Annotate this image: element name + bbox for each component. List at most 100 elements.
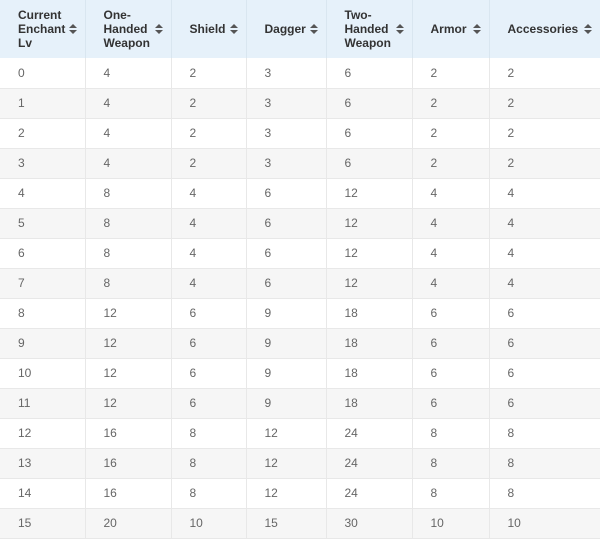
table-cell: 12 (85, 298, 172, 329)
table-cell: 6 (326, 58, 413, 89)
table-cell: 20 (85, 508, 172, 539)
table-cell: 10 (171, 508, 247, 539)
table-cell: 1 (0, 88, 86, 119)
column-header[interactable]: Two-Handed Weapon (326, 0, 413, 58)
sort-arrow (472, 24, 481, 28)
table-cell: 4 (412, 238, 490, 269)
table-cell: 6 (489, 358, 600, 389)
table-cell: 4 (412, 268, 490, 299)
table-cell: 9 (246, 358, 327, 389)
table-cell: 8 (85, 238, 172, 269)
sort-icon (472, 24, 481, 34)
table-cell: 6 (246, 208, 327, 239)
table-cell: 6 (412, 358, 490, 389)
table-cell: 8 (412, 478, 490, 509)
table-cell: 6 (171, 358, 247, 389)
column-header[interactable]: Current Enchant Lv (0, 0, 86, 58)
table-cell: 14 (0, 478, 86, 509)
sort-arrow (583, 30, 592, 34)
table-cell: 6 (0, 238, 86, 269)
table-row: 13 16 8 12 24 8 8 (0, 448, 600, 479)
table-cell: 4 (85, 88, 172, 119)
table-cell: 12 (326, 208, 413, 239)
table-cell: 2 (489, 58, 600, 89)
header-text: Accessories (507, 22, 579, 36)
table-cell: 4 (85, 58, 172, 89)
table-cell: 3 (0, 148, 86, 179)
table-cell: 16 (85, 478, 172, 509)
table-cell: 8 (85, 178, 172, 209)
table-cell: 12 (326, 268, 413, 299)
table-cell: 6 (412, 388, 490, 419)
table-cell: 6 (412, 328, 490, 359)
table-cell: 10 (0, 358, 86, 389)
table-cell: 13 (0, 448, 86, 479)
column-header[interactable]: Shield (171, 0, 247, 58)
sort-arrow (154, 30, 163, 34)
column-header[interactable]: Dagger (246, 0, 327, 58)
table-cell: 30 (326, 508, 413, 539)
table-cell: 12 (246, 448, 327, 479)
table-cell: 0 (0, 58, 86, 89)
sort-icon (229, 24, 238, 34)
table-cell: 12 (85, 388, 172, 419)
table-cell: 8 (0, 298, 86, 329)
table-cell: 8 (489, 418, 600, 449)
sort-icon (395, 24, 404, 34)
table-cell: 6 (246, 268, 327, 299)
table-cell: 18 (326, 328, 413, 359)
sort-arrow (154, 24, 163, 28)
table-cell: 12 (85, 328, 172, 359)
table-cell: 6 (171, 328, 247, 359)
table-cell: 6 (246, 238, 327, 269)
sort-arrow (395, 24, 404, 28)
table-cell: 16 (85, 418, 172, 449)
sort-icon (68, 24, 77, 34)
table-header: Current Enchant Lv One-Handed Weapon Shiel… (0, 0, 600, 58)
table-cell: 3 (246, 88, 327, 119)
sort-arrow (68, 30, 77, 34)
sort-arrow (309, 24, 318, 28)
table-cell: 5 (0, 208, 86, 239)
column-header[interactable]: Armor (412, 0, 490, 58)
table-cell: 3 (246, 148, 327, 179)
header-text: Two-Handed Weapon (344, 8, 391, 50)
table-cell: 12 (326, 178, 413, 209)
table-cell: 6 (412, 298, 490, 329)
table-cell: 2 (171, 58, 247, 89)
table-cell: 7 (0, 268, 86, 299)
table-cell: 9 (246, 388, 327, 419)
column-header[interactable]: One-Handed Weapon (85, 0, 172, 58)
table-row: 5 8 4 6 12 4 4 (0, 208, 600, 239)
table-cell: 11 (0, 388, 86, 419)
table-cell: 4 (412, 208, 490, 239)
table-cell: 8 (85, 268, 172, 299)
table-cell: 6 (489, 388, 600, 419)
table-cell: 4 (0, 178, 86, 209)
table-cell: 6 (171, 388, 247, 419)
table-cell: 9 (246, 298, 327, 329)
table-cell: 4 (171, 208, 247, 239)
table-cell: 2 (171, 118, 247, 149)
table-row: 8 12 6 9 18 6 6 (0, 298, 600, 329)
table-cell: 2 (412, 148, 490, 179)
table-cell: 4 (85, 118, 172, 149)
table-cell: 24 (326, 478, 413, 509)
sort-arrow (472, 30, 481, 34)
table-cell: 4 (489, 238, 600, 269)
column-header[interactable]: Accessories (489, 0, 600, 58)
table-cell: 2 (412, 88, 490, 119)
sort-icon (583, 24, 592, 34)
sort-arrow (395, 30, 404, 34)
table-cell: 4 (489, 208, 600, 239)
sort-arrow (229, 24, 238, 28)
table-cell: 6 (326, 118, 413, 149)
table-cell: 8 (489, 478, 600, 509)
sort-arrow (229, 30, 238, 34)
table-cell: 9 (0, 328, 86, 359)
header-text: One-Handed Weapon (103, 8, 150, 50)
table-cell: 2 (489, 118, 600, 149)
table-row: 9 12 6 9 18 6 6 (0, 328, 600, 359)
